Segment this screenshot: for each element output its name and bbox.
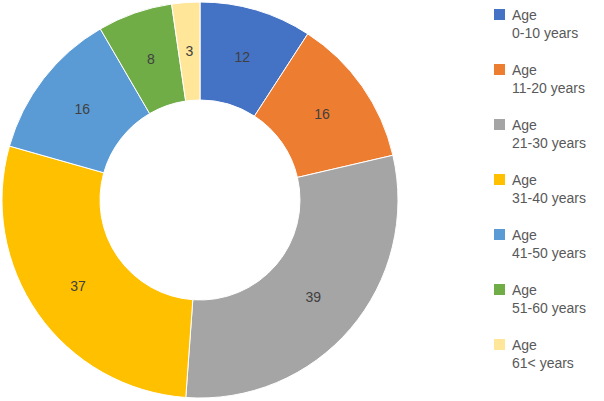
html-text:Age: Age xyxy=(512,172,537,188)
html-text:41-50 years: 41-50 years xyxy=(512,245,586,261)
svg-text:8: 8 xyxy=(147,51,155,67)
svg-text:37: 37 xyxy=(70,278,86,294)
html-text:Age: Age xyxy=(512,117,537,133)
html-text:61< years: 61< years xyxy=(512,355,574,371)
svg-text:12: 12 xyxy=(235,49,251,65)
html-text:21-30 years: 21-30 years xyxy=(512,135,586,151)
html-text:Age: Age xyxy=(512,7,537,23)
html-text:31-40 years: 31-40 years xyxy=(512,190,586,206)
html-text:Age: Age xyxy=(512,337,537,353)
html-text:Age: Age xyxy=(512,282,537,298)
html-text:Age: Age xyxy=(512,227,537,243)
svg-text:16: 16 xyxy=(74,101,90,117)
html-text:0-10 years: 0-10 years xyxy=(512,25,579,41)
html-text:51-60 years: 51-60 years xyxy=(512,300,586,316)
svg-text:16: 16 xyxy=(314,106,330,122)
svg-text:3: 3 xyxy=(185,43,193,59)
html-text:11-20 years: 11-20 years xyxy=(512,80,585,96)
svg-text:39: 39 xyxy=(305,289,321,305)
html-text:Age: Age xyxy=(512,62,537,78)
